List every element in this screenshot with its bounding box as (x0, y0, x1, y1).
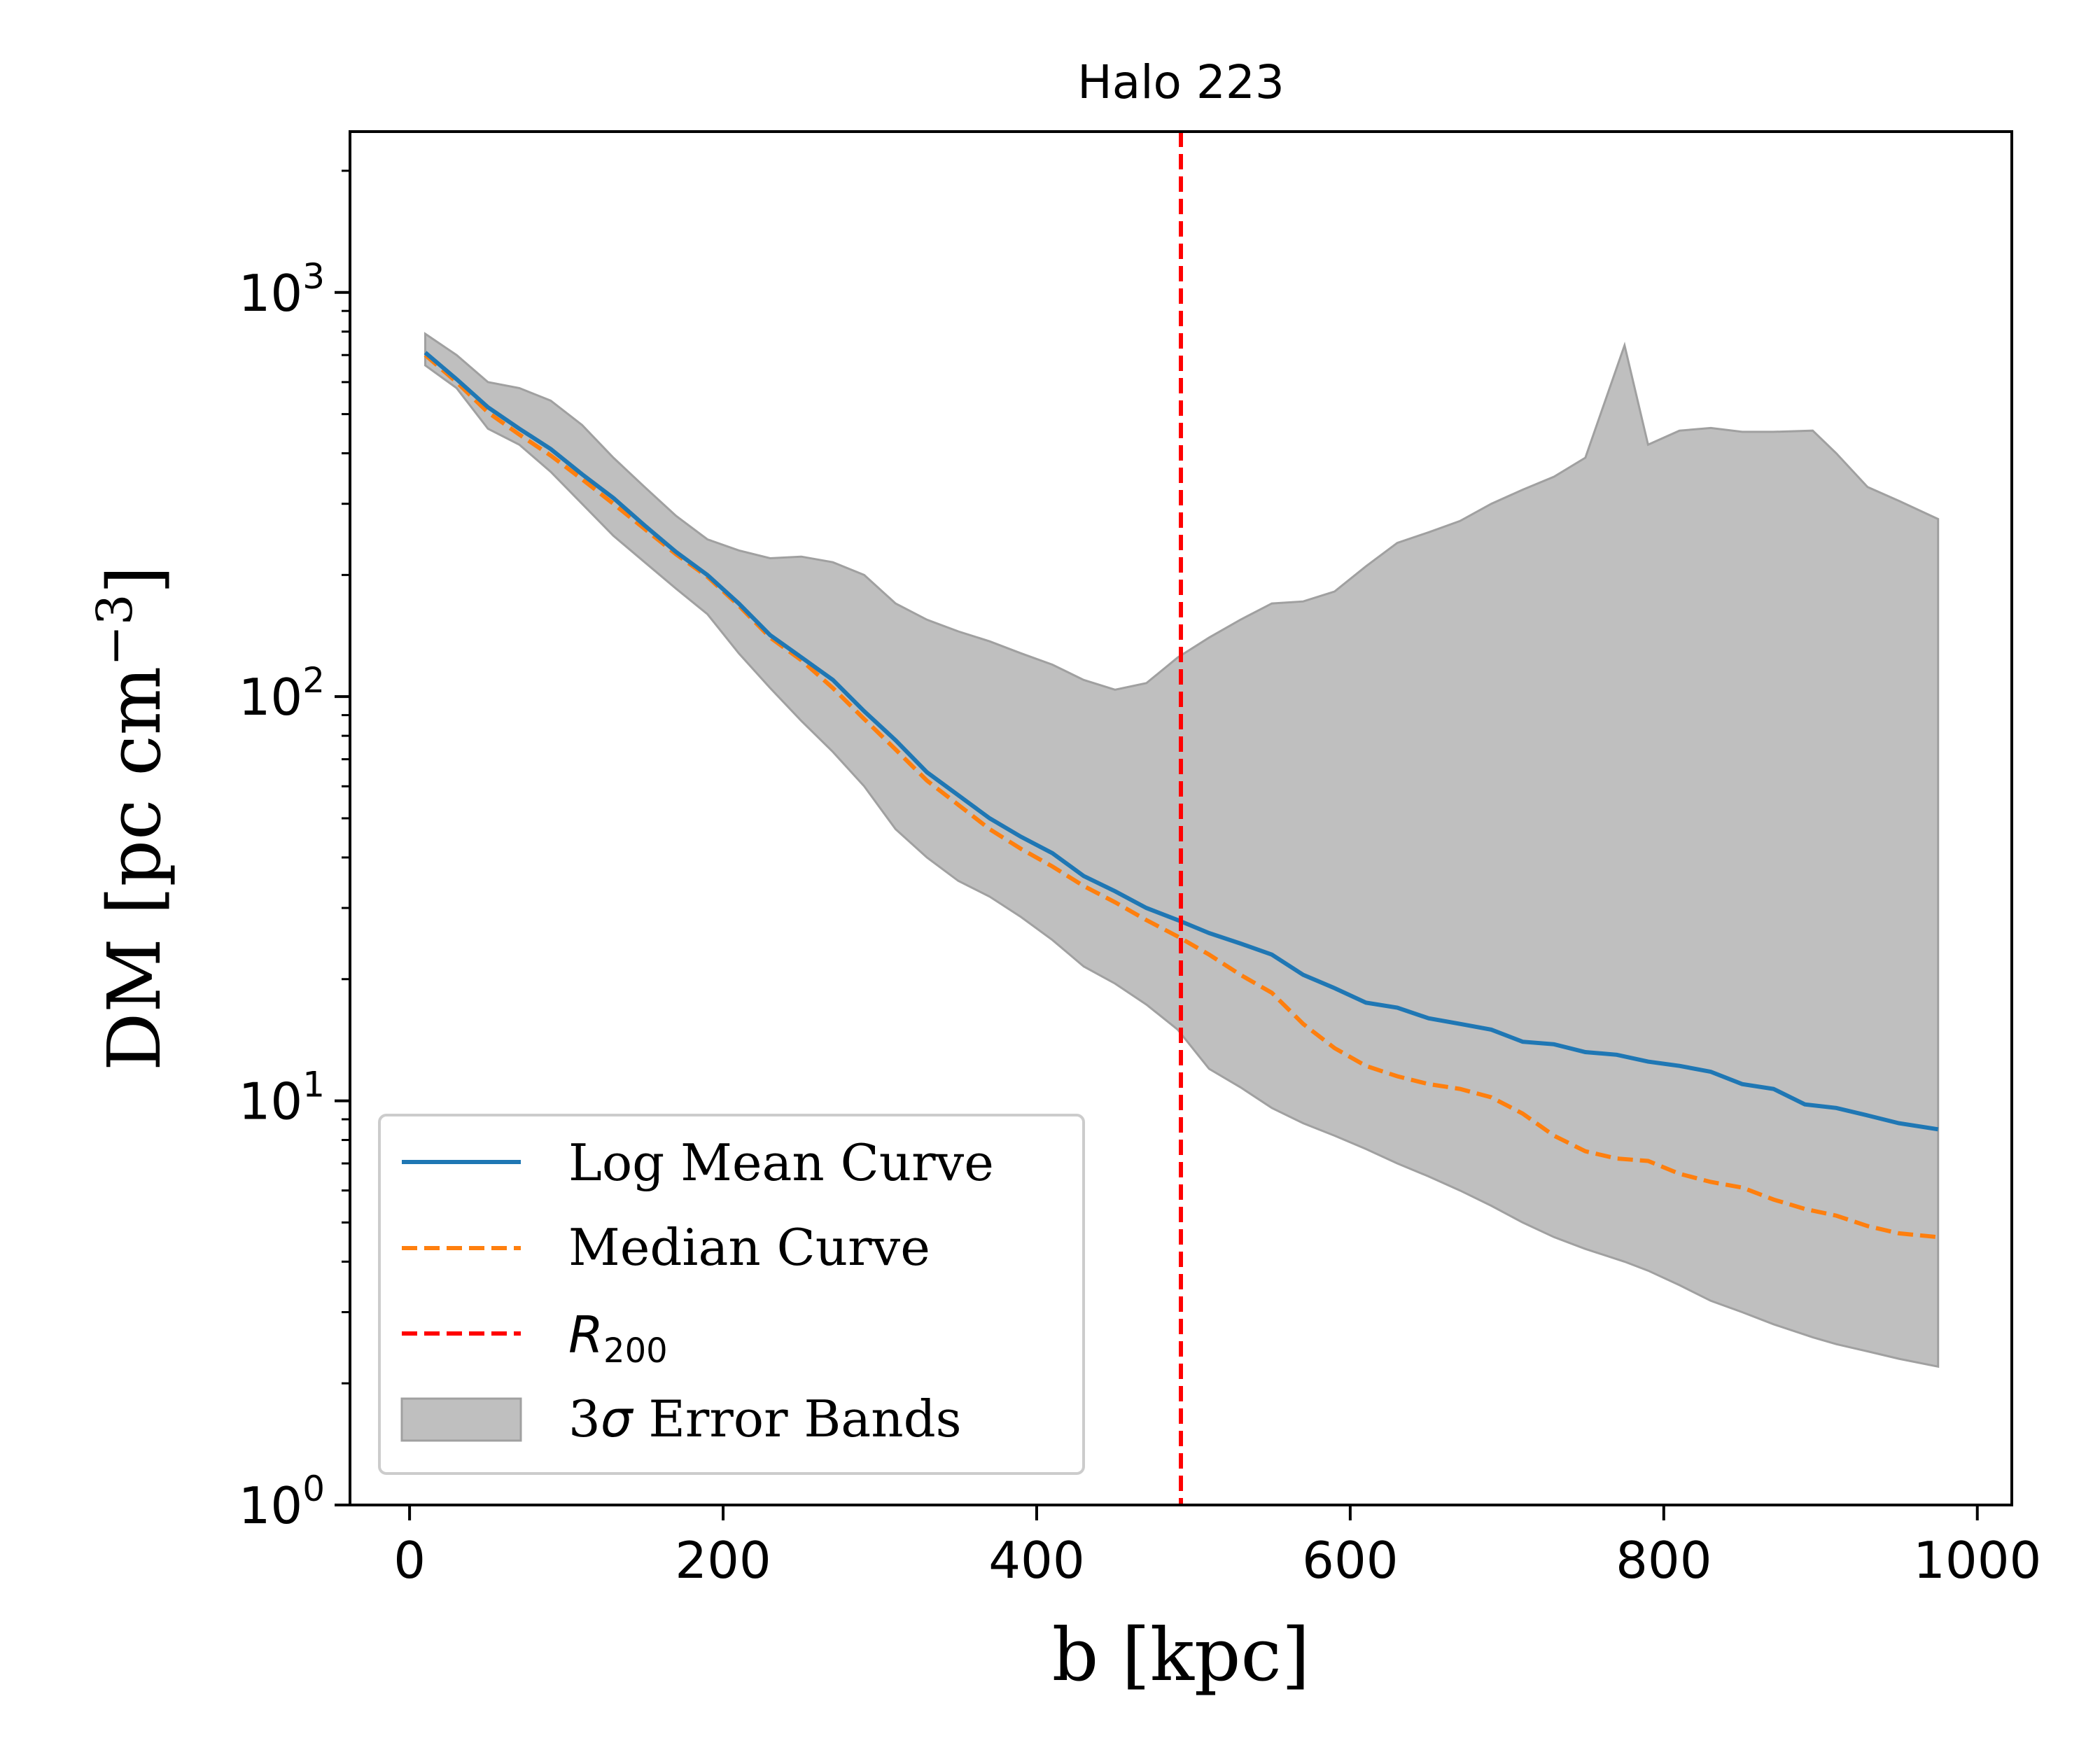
chart-title: Halo 223 (1077, 55, 1284, 109)
x-axis: 0 200 400 600 800 1000 (393, 1505, 2041, 1590)
y-tick-label-exponent: 0 (302, 1469, 325, 1509)
x-tick-label: 1000 (1913, 1531, 2041, 1590)
x-tick-label: 800 (1616, 1531, 1712, 1590)
y-tick-label-exponent: 3 (302, 256, 325, 297)
legend-label-r200-base: R (568, 1306, 603, 1364)
y-tick-label-exponent: 2 (302, 660, 325, 701)
y-axis-label-close: ] (92, 566, 177, 594)
y-tick-label: 102 (239, 660, 325, 727)
x-tick-label: 200 (675, 1531, 771, 1590)
y-tick-label-base: 10 (239, 1476, 303, 1535)
plot-area (424, 132, 1940, 1505)
legend: Log Mean Curve Median Curve R200 3σ Erro… (378, 1114, 1085, 1475)
legend-label-error-band-suffix: Error Bands (632, 1390, 961, 1448)
y-tick-label-base: 10 (239, 264, 303, 323)
legend-label-r200: R200 (568, 1306, 668, 1371)
x-tick-label: 600 (1302, 1531, 1398, 1590)
legend-label-log-mean: Log Mean Curve (568, 1133, 994, 1192)
y-axis-label-base: DM [pc cm (92, 666, 177, 1071)
legend-label-error-band: 3σ Error Bands (568, 1390, 962, 1448)
y-tick-label-exponent: 1 (302, 1065, 325, 1105)
y-axis-label-exponent: −3 (86, 594, 144, 666)
legend-label-error-band-sigma: σ (601, 1390, 634, 1448)
legend-label-r200-sub: 200 (603, 1331, 668, 1371)
y-tick-label: 101 (239, 1065, 325, 1131)
legend-frame (378, 1114, 1085, 1475)
y-tick-label-base: 10 (239, 668, 303, 727)
legend-label-error-band-prefix: 3 (568, 1390, 601, 1448)
y-axis-label: DM [pc cm−3] (86, 566, 177, 1071)
y-tick-label: 103 (239, 256, 325, 323)
x-axis-label: b [kpc] (1052, 1612, 1310, 1698)
y-tick-label-base: 10 (239, 1072, 303, 1131)
log-mean-curve-line (424, 351, 1939, 1132)
x-tick-label: 0 (393, 1531, 426, 1590)
x-tick-label: 400 (988, 1531, 1084, 1590)
y-tick-label: 100 (239, 1469, 325, 1535)
legend-label-median: Median Curve (568, 1218, 930, 1277)
legend-swatch-error-band (400, 1397, 522, 1442)
